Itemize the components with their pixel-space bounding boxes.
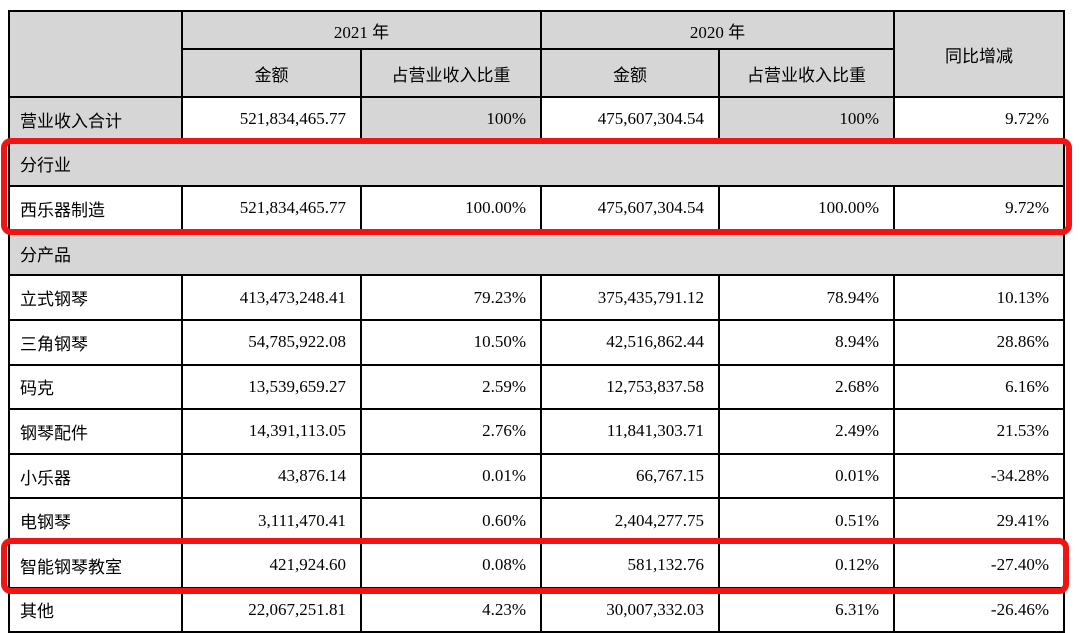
cell-value: 2,404,277.75 [540,497,720,544]
row-label: 其他 [8,586,183,633]
cell-value: 4.23% [360,586,542,633]
row-label: 立式钢琴 [8,274,183,321]
cell-value: 2.49% [718,408,895,455]
cell-value: 0.51% [718,497,895,544]
cell-value: 3,111,470.41 [181,497,362,544]
header-row-years: 2021 年 2020 年 同比增减 [8,10,1065,98]
cell-value: 79.23% [360,274,542,321]
cell-value: 475,607,304.54 [540,96,720,143]
section-row: 分行业 [8,140,1065,188]
cell-value: 11,841,303.71 [540,408,720,455]
cell-value: 100% [718,96,895,143]
row-label: 电钢琴 [8,497,183,544]
col-header-yoy: 同比增减 [893,10,1065,98]
cell-value: 43,876.14 [181,452,362,500]
header-row-measures: 金额 占营业收入比重 金额 占营业收入比重 [9,48,1064,98]
table-row: 钢琴配件 14,391,113.05 2.76% 11,841,303.71 2.49%… [8,408,1065,455]
cell-value: 2.68% [718,363,895,411]
table-row: 码克 13,539,659.27 2.59% 12,753,837.58 2.68% 6.… [8,363,1065,411]
table-row: 小乐器 43,876.14 0.01% 66,767.15 0.01% -34.28% [8,452,1065,500]
cell-value: -26.46% [893,586,1065,633]
cell-value: 13,539,659.27 [181,363,362,411]
cell-value: 21.53% [893,408,1065,455]
cell-value: 6.31% [718,586,895,633]
cell-value: 2.76% [360,408,542,455]
col-header-amount-2021: 金额 [181,48,362,98]
cell-value: 375,435,791.12 [540,274,720,321]
cell-value: 475,607,304.54 [540,185,720,232]
revenue-breakdown-table: 2021 年 2020 年 同比增减 金额 占营业收入比重 金额 占营业收入比重… [8,10,1065,633]
cell-value: 12,753,837.58 [540,363,720,411]
cell-value: 100.00% [718,185,895,232]
cell-value: 22,067,251.81 [181,586,362,633]
cell-value: 54,785,922.08 [181,318,362,366]
cell-value: 0.01% [718,452,895,500]
cell-value: -27.40% [893,541,1065,589]
row-label: 钢琴配件 [8,408,183,455]
cell-value: 9.72% [893,96,1065,143]
cell-value: 6.16% [893,363,1065,411]
section-row: 分产品 [8,229,1065,277]
row-label: 营业收入合计 [8,96,183,143]
col-header-share-2021: 占营业收入比重 [360,48,542,98]
cell-value: 100.00% [360,185,542,232]
row-label: 三角钢琴 [8,318,183,366]
cell-value: 78.94% [718,274,895,321]
cell-value: 10.13% [893,274,1065,321]
cell-value: 421,924.60 [181,541,362,589]
col-header-2021: 2021 年 [181,10,542,50]
cell-value: 413,473,248.41 [181,274,362,321]
row-label: 智能钢琴教室 [8,541,183,589]
table-row: 其他 22,067,251.81 4.23% 30,007,332.03 6.31% -2… [8,586,1065,633]
cell-value: 42,516,862.44 [540,318,720,366]
cell-value: 29.41% [893,497,1065,544]
cell-value: 28.86% [893,318,1065,366]
cell-value: 0.60% [360,497,542,544]
cell-value: 521,834,465.77 [181,96,362,143]
cell-value: 0.12% [718,541,895,589]
row-label: 西乐器制造 [8,185,183,232]
cell-value: 100% [360,96,542,143]
col-header-share-2020: 占营业收入比重 [718,48,895,98]
col-header-2020: 2020 年 [540,10,895,50]
cell-value: 581,132.76 [540,541,720,589]
cell-value: 0.08% [360,541,542,589]
cell-value: 14,391,113.05 [181,408,362,455]
cell-value: 30,007,332.03 [540,586,720,633]
cell-value: -34.28% [893,452,1065,500]
cell-value: 10.50% [360,318,542,366]
corner-cell [8,10,183,98]
table-row: 西乐器制造 521,834,465.77 100.00% 475,607,304.54… [8,185,1065,232]
cell-value: 521,834,465.77 [181,185,362,232]
table-row: 电钢琴 3,111,470.41 0.60% 2,404,277.75 0.51% 29.… [8,497,1065,544]
row-label: 码克 [8,363,183,411]
col-header-amount-2020: 金额 [540,48,720,98]
table-row: 立式钢琴 413,473,248.41 79.23% 375,435,791.12 78… [8,274,1065,321]
cell-value: 8.94% [718,318,895,366]
row-label: 小乐器 [8,452,183,500]
cell-value: 0.01% [360,452,542,500]
table-row: 智能钢琴教室 421,924.60 0.08% 581,132.76 0.12% -27.… [8,541,1065,589]
table-row: 营业收入合计 521,834,465.77 100% 475,607,304.54 10… [8,96,1065,143]
section-label: 分行业 [8,140,1065,188]
cell-value: 2.59% [360,363,542,411]
table-row: 三角钢琴 54,785,922.08 10.50% 42,516,862.44 8.94… [8,318,1065,366]
cell-value: 66,767.15 [540,452,720,500]
cell-value: 9.72% [893,185,1065,232]
section-label: 分产品 [8,229,1065,277]
